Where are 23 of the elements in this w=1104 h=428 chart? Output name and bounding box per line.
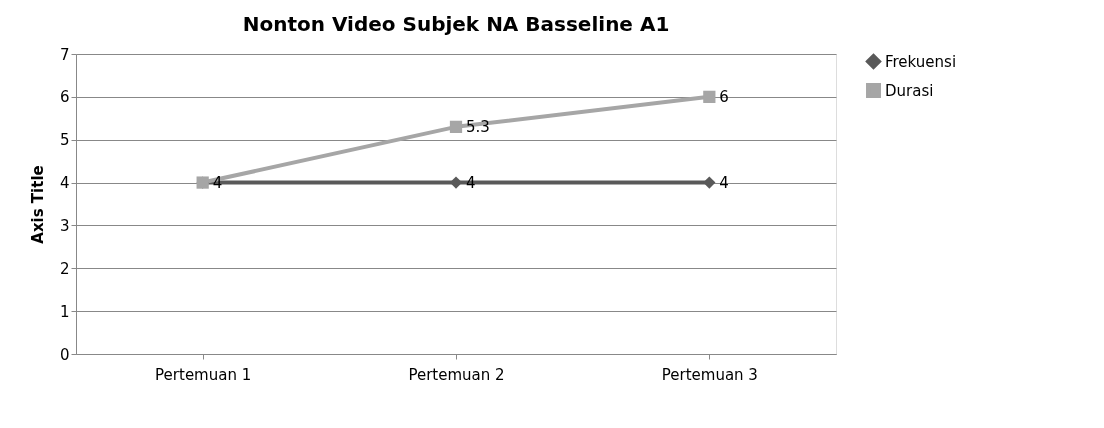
point: [449, 176, 463, 189]
y-tick-label: 5: [59, 131, 70, 150]
y-tick-label: 7: [59, 45, 70, 64]
data-label: 4: [212, 173, 223, 192]
y-tick-label: 0: [59, 345, 70, 364]
chart-title: Nonton Video Subjek NA Basseline A1: [242, 12, 670, 36]
legend-label: Frekuensi: [885, 52, 957, 71]
point: [703, 90, 716, 103]
y-tick-label: 2: [59, 259, 70, 278]
y-tick-label: 3: [59, 216, 70, 235]
x-tick-label: Pertemuan 1: [155, 365, 252, 384]
y-tick-label: 4: [59, 174, 70, 193]
x-tick-label: Pertemuan 3: [661, 365, 758, 384]
x-tick-label: Pertemuan 2: [408, 365, 505, 384]
y-tick-label: 1: [59, 302, 70, 321]
data-label: 6: [719, 87, 729, 106]
point: [449, 120, 463, 133]
legend-label: Durasi: [885, 81, 934, 100]
data-label: 5.3: [466, 117, 490, 136]
data-label: 4: [719, 173, 729, 192]
data-label: 4: [466, 173, 476, 192]
y-axis-title: Axis Title: [28, 165, 47, 244]
y-tick-label: 6: [59, 88, 70, 107]
